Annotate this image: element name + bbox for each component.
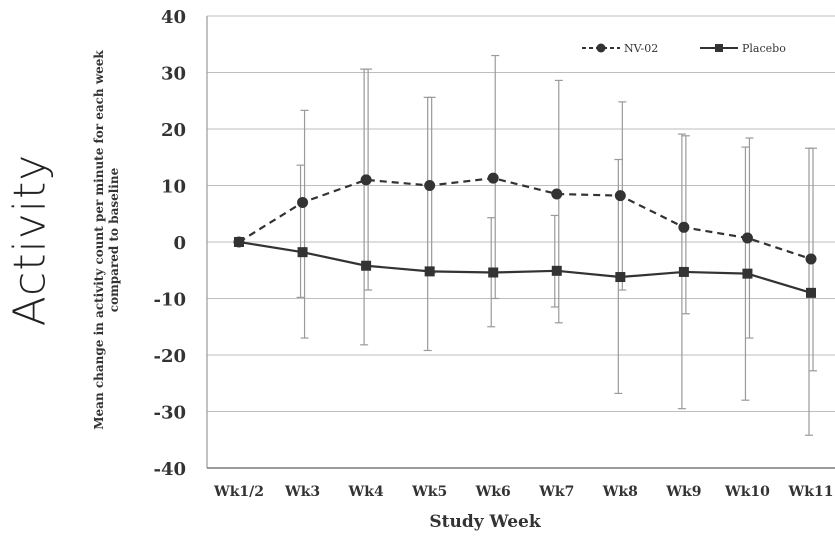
data-point	[614, 190, 626, 202]
y-tick-label: 20	[161, 120, 186, 141]
y-tick-label: 10	[161, 177, 186, 198]
series-markers	[233, 172, 817, 298]
data-point	[551, 188, 563, 200]
x-tick-label: Wk7	[538, 484, 574, 500]
data-point	[360, 174, 372, 186]
x-tick-label: Wk10	[724, 484, 770, 500]
x-tick-labels: Wk1/2 Wk3 Wk4 Wk5 Wk6 Wk7 Wk8 Wk9 Wk10 Wk11	[213, 484, 833, 500]
y-tick-label: 30	[161, 64, 186, 85]
data-point	[551, 265, 562, 276]
x-tick-label: Wk3	[284, 484, 320, 500]
legend-label-nv-02: NV-02	[624, 42, 658, 55]
data-point	[742, 268, 753, 279]
legend-marker-placebo	[715, 44, 723, 52]
x-tick-label: Wk4	[348, 484, 384, 500]
data-point	[678, 221, 690, 233]
y-tick-label: -30	[153, 403, 186, 424]
y-tick-label: 40	[161, 7, 186, 28]
axes	[206, 16, 835, 469]
series-line-nv-02	[238, 177, 812, 260]
gridlines	[207, 15, 835, 469]
x-tick-label: Wk8	[602, 484, 638, 500]
y-tick-label: 0	[173, 233, 186, 254]
x-tick-label: Wk9	[665, 484, 701, 500]
data-point	[424, 180, 436, 191]
x-tick-label: Wk1/2	[213, 484, 264, 500]
data-point	[424, 266, 435, 277]
x-tick-label: Wk11	[788, 484, 834, 500]
legend: NV-02 Placebo	[582, 42, 786, 55]
data-point	[678, 266, 689, 277]
y-tick-labels: 40 30 20 10 0 -10 -20 -30 -40	[153, 7, 186, 480]
data-point	[741, 232, 753, 244]
data-point	[361, 260, 372, 271]
series-lines	[238, 177, 812, 294]
data-point	[234, 237, 244, 247]
data-point	[487, 172, 499, 184]
x-tick-label: Wk6	[475, 484, 511, 500]
data-point	[806, 287, 816, 298]
data-point	[805, 253, 817, 265]
y-tick-label: -20	[153, 346, 186, 367]
legend-label-placebo: Placebo	[742, 42, 786, 55]
x-axis-label: Study Week	[429, 512, 541, 532]
legend-marker-nv-02	[596, 43, 606, 53]
data-point	[488, 267, 499, 278]
data-point	[297, 196, 309, 208]
x-tick-label: Wk5	[411, 484, 447, 500]
series-line-placebo	[238, 240, 812, 294]
error-bars	[296, 54, 817, 436]
y-tick-label: -10	[153, 290, 186, 311]
y-tick-label: -40	[153, 459, 186, 480]
data-point	[297, 247, 308, 258]
data-point	[615, 272, 626, 283]
